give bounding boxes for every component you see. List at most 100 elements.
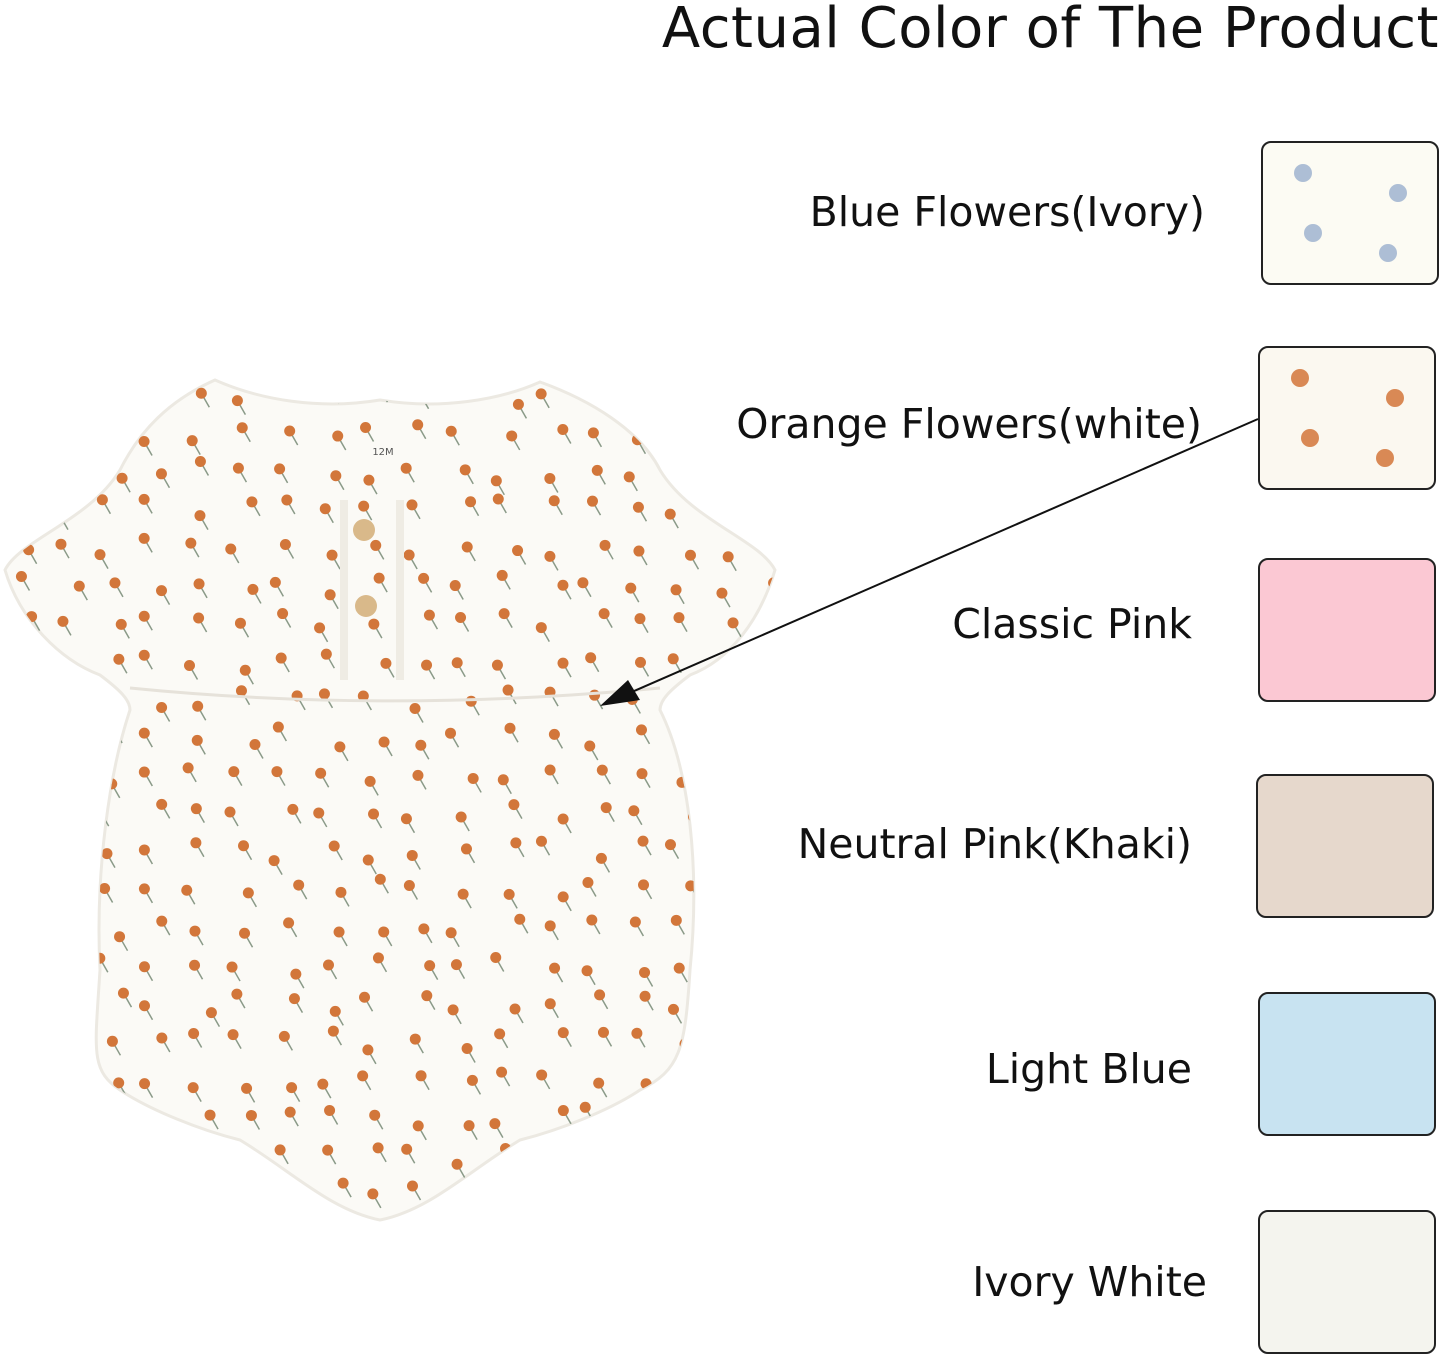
- flower-print-mark: [55, 538, 67, 550]
- swatch-classic-pink[interactable]: [1258, 558, 1436, 702]
- color-label-ivory-white: Ivory White: [972, 1258, 1207, 1306]
- flower-icon: [1389, 184, 1407, 202]
- flower-print-mark: [503, 888, 515, 900]
- flower-print-mark: [186, 1184, 198, 1196]
- flower-print-mark: [461, 541, 473, 553]
- flower-print-mark: [101, 848, 113, 860]
- flower-print-mark: [362, 854, 374, 866]
- flower-print-mark: [763, 763, 775, 775]
- flower-print-mark: [234, 617, 246, 629]
- flower-print-mark: [238, 840, 250, 852]
- flower-print-mark: [156, 701, 168, 713]
- flower-print-mark: [190, 837, 202, 849]
- flower-print-mark: [284, 425, 296, 437]
- flower-print-mark: [18, 424, 30, 436]
- flower-print-mark: [314, 622, 326, 634]
- flower-print-mark: [156, 1032, 168, 1044]
- flower-print-mark: [70, 474, 82, 486]
- flower-print-mark: [445, 425, 457, 437]
- flower-print-mark: [415, 1070, 427, 1082]
- flower-print-mark: [754, 1107, 766, 1119]
- flower-print-mark: [373, 572, 385, 584]
- flower-print-mark: [73, 580, 85, 592]
- flower-print-mark: [463, 1120, 475, 1132]
- flower-print-mark: [632, 1159, 644, 1171]
- flower-print-mark: [667, 653, 679, 665]
- flower-print-mark: [195, 387, 207, 399]
- flower-print-mark: [69, 1078, 81, 1090]
- flower-print-mark: [95, 806, 107, 818]
- flower-icon: [1291, 369, 1309, 387]
- flower-print-mark: [117, 987, 129, 999]
- flower-print-mark: [466, 1074, 478, 1086]
- flower-print-mark: [632, 501, 644, 513]
- flower-print-mark: [227, 1029, 239, 1041]
- swatch-orange-flowers[interactable]: [1258, 346, 1436, 490]
- flower-print-mark: [514, 913, 526, 925]
- flower-print-mark: [599, 539, 611, 551]
- flower-print-mark: [673, 962, 685, 974]
- flower-print-mark: [245, 1109, 257, 1121]
- flower-print-mark: [638, 879, 650, 891]
- flower-print-mark: [498, 608, 510, 620]
- flower-print-mark: [641, 1101, 653, 1113]
- swatch-neutral-pink[interactable]: [1256, 774, 1434, 918]
- flower-print-mark: [510, 837, 522, 849]
- flower-print-mark: [708, 726, 720, 738]
- flower-print-mark: [242, 1150, 254, 1162]
- flower-print-mark: [29, 911, 41, 923]
- flower-print-mark: [687, 460, 699, 472]
- swatch-light-blue[interactable]: [1258, 992, 1436, 1136]
- flower-print-mark: [755, 728, 767, 740]
- flower-print-mark: [776, 964, 780, 975]
- flower-print-mark: [502, 684, 514, 696]
- flower-print-mark: [67, 1001, 79, 1013]
- flower-print-mark: [415, 739, 427, 751]
- flower-print-mark: [536, 1069, 548, 1081]
- flower-print-mark: [368, 808, 380, 820]
- flower-print-mark: [409, 703, 421, 715]
- flower-print-mark: [582, 877, 594, 889]
- flower-print-mark: [670, 914, 682, 926]
- flower-print-mark: [236, 422, 248, 434]
- flower-print-mark: [709, 458, 721, 470]
- flower-print-mark: [337, 1177, 349, 1189]
- flower-print-mark: [231, 988, 243, 1000]
- flower-print-mark: [634, 613, 646, 625]
- flower-print-mark: [600, 802, 612, 814]
- flower-print-mark: [577, 577, 589, 589]
- flower-print-mark: [139, 1117, 151, 1129]
- flower-print-mark: [557, 423, 569, 435]
- flower-print-mark: [241, 1082, 253, 1094]
- color-label-orange-flowers: Orange Flowers(white): [736, 400, 1202, 448]
- flower-print-mark: [96, 494, 108, 506]
- flower-print-mark: [324, 589, 336, 601]
- flower-print-mark: [625, 582, 637, 594]
- flower-print-mark: [455, 811, 467, 823]
- flower-print-mark: [288, 993, 300, 1005]
- flower-print-mark: [239, 927, 251, 939]
- flower-print-mark: [633, 545, 645, 557]
- flower-print-mark: [57, 615, 69, 627]
- color-label-blue-flowers: Blue Flowers(Ivory): [809, 188, 1205, 236]
- flower-print-mark: [490, 475, 502, 487]
- flower-print-mark: [192, 700, 204, 712]
- flower-icon: [1301, 429, 1319, 447]
- flower-print-mark: [27, 664, 39, 676]
- flower-print-mark: [497, 774, 509, 786]
- flower-print-mark: [62, 1149, 74, 1161]
- swatch-ivory-white[interactable]: [1258, 1210, 1436, 1354]
- flower-print-mark: [512, 398, 524, 410]
- flower-print-mark: [138, 883, 150, 895]
- flower-print-mark: [676, 776, 688, 788]
- swatch-blue-flowers[interactable]: [1261, 141, 1439, 285]
- flower-print-mark: [670, 584, 682, 596]
- flower-print-mark: [557, 579, 569, 591]
- flower-print-mark: [759, 921, 771, 933]
- flower-print-mark: [363, 474, 375, 486]
- flower-print-mark: [187, 1082, 199, 1094]
- flower-print-mark: [284, 1106, 296, 1118]
- flower-print-mark: [186, 435, 198, 447]
- flower-print-mark: [766, 656, 775, 668]
- flower-print-mark: [451, 1158, 463, 1170]
